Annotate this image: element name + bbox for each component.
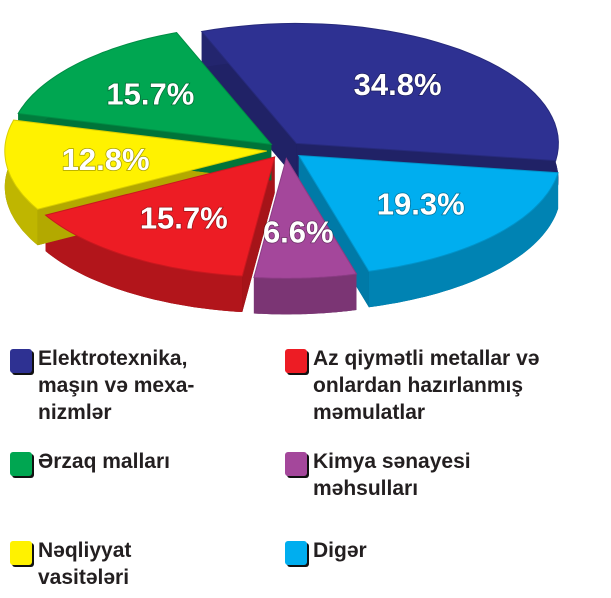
legend-swatch	[10, 452, 32, 476]
slice	[297, 154, 559, 272]
slice-label: 12.8%	[62, 142, 150, 177]
slice-side	[242, 157, 275, 312]
legend-item: Elektrotexnika, maşın və mexa- nizmlər	[10, 345, 194, 426]
legend-item: Nəqliyyat vasitələri	[10, 537, 131, 591]
legend-item: Az qiymətli metallar və onlardan hazırla…	[285, 345, 539, 426]
chart: 34.8% 19.3% 6.6% 15.7% 12.8% 15.7%	[4, 22, 559, 315]
legend-label: Kimya sənayesi məhsulları	[313, 450, 471, 500]
legend-swatch	[285, 452, 307, 476]
legend-swatch	[285, 349, 307, 373]
legend-label: Elektrotexnika, maşın və mexa- nizmlər	[38, 347, 195, 424]
slice-side	[201, 31, 297, 180]
legend-swatch	[285, 541, 307, 565]
slice-label: 19.3%	[377, 187, 465, 222]
legend-label: Digər	[313, 539, 367, 562]
slice	[17, 31, 273, 146]
slice-label: 15.7%	[106, 77, 194, 112]
slice-label: 6.6%	[263, 215, 334, 250]
slice	[4, 119, 267, 210]
legend-swatch	[10, 349, 32, 373]
pie-3d	[4, 22, 559, 315]
slice-label: 34.8%	[354, 67, 442, 102]
slice-side	[45, 215, 243, 312]
slice-label: 15.7%	[140, 201, 228, 236]
slice-side	[368, 172, 559, 308]
slice-side	[253, 274, 357, 315]
legend-item: Ərzaq malları	[10, 448, 170, 476]
legend-item: Kimya sənayesi məhsulları	[285, 448, 471, 502]
slice	[44, 156, 276, 277]
legend-label: Ərzaq malları	[38, 450, 170, 473]
slice	[200, 22, 559, 162]
legend-label: Nəqliyyat vasitələri	[38, 539, 132, 589]
legend-item: Digər	[285, 537, 367, 565]
legend-label: Az qiymətli metallar və onlardan hazırla…	[313, 347, 540, 424]
legend-swatch	[10, 541, 32, 565]
slice	[253, 157, 358, 279]
